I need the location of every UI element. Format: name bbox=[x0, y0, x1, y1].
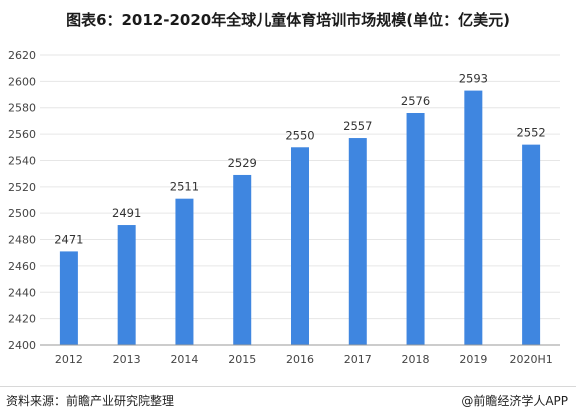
bar bbox=[348, 138, 367, 345]
x-tick-label: 2020H1 bbox=[509, 353, 552, 366]
y-tick-label: 2440 bbox=[8, 286, 36, 299]
y-axis-ticks: 2400 2420 2440 2460 2480 2500 2520 2540 2560 2580… bbox=[8, 49, 36, 352]
y-tick-label: 2600 bbox=[8, 75, 36, 88]
y-tick-label: 2620 bbox=[8, 49, 36, 62]
data-labels: 2471 2491 2511 2529 2550 2557 2576 2593 2552 bbox=[54, 72, 546, 247]
data-label: 2557 bbox=[343, 119, 372, 133]
x-tick-label: 2018 bbox=[402, 353, 430, 366]
data-label: 2511 bbox=[170, 180, 199, 194]
bar-chart: 2400 2420 2440 2460 2480 2500 2520 2540 2560 2580… bbox=[8, 49, 560, 366]
source-note: 资料来源：前瞻产业研究院整理 bbox=[6, 394, 175, 408]
bar bbox=[291, 147, 309, 345]
brand-credit: @前瞻经济学人APP bbox=[461, 394, 568, 408]
y-tick-label: 2400 bbox=[8, 339, 36, 352]
data-label: 2529 bbox=[228, 156, 257, 170]
footer-divider bbox=[0, 386, 576, 387]
x-tick-label: 2016 bbox=[286, 353, 314, 366]
y-tick-label: 2560 bbox=[8, 128, 36, 141]
data-label: 2576 bbox=[401, 94, 430, 108]
x-tick-label: 2013 bbox=[113, 353, 141, 366]
x-tick-label: 2015 bbox=[228, 353, 256, 366]
x-axis-ticks: 2012 2013 2014 2015 2016 2017 2018 2019 2020H1 bbox=[55, 353, 553, 366]
x-tick-label: 2017 bbox=[344, 353, 372, 366]
y-tick-label: 2420 bbox=[8, 313, 36, 326]
data-label: 2550 bbox=[285, 128, 314, 142]
chart-title: 图表6：2012-2020年全球儿童体育培训市场规模(单位：亿美元) bbox=[66, 11, 510, 29]
x-tick-label: 2019 bbox=[459, 353, 487, 366]
bar bbox=[464, 90, 483, 345]
y-tick-label: 2580 bbox=[8, 102, 36, 115]
y-tick-label: 2460 bbox=[8, 260, 36, 273]
data-label: 2552 bbox=[516, 126, 545, 140]
y-tick-label: 2520 bbox=[8, 181, 36, 194]
bar bbox=[117, 225, 136, 345]
y-tick-label: 2480 bbox=[8, 234, 36, 247]
x-tick-label: 2012 bbox=[55, 353, 83, 366]
bars bbox=[59, 90, 541, 345]
bar bbox=[522, 144, 541, 345]
data-label: 2491 bbox=[112, 206, 141, 220]
bar bbox=[59, 251, 78, 345]
data-label: 2471 bbox=[54, 232, 83, 246]
bar bbox=[406, 113, 425, 345]
x-tick-label: 2014 bbox=[170, 353, 198, 366]
y-tick-label: 2540 bbox=[8, 154, 36, 167]
bar bbox=[233, 174, 252, 345]
data-label: 2593 bbox=[459, 72, 488, 86]
y-tick-label: 2500 bbox=[8, 207, 36, 220]
bar bbox=[175, 198, 194, 345]
